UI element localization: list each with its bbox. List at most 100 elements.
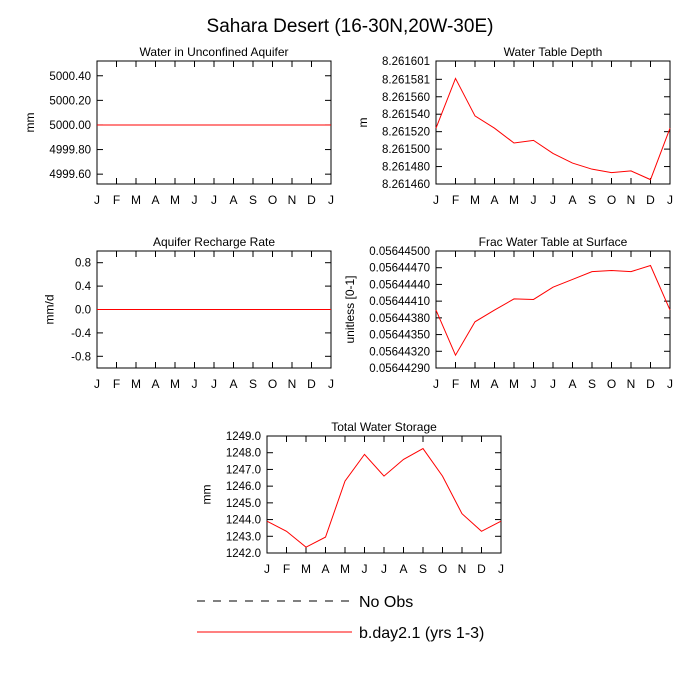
x-tick-label: M bbox=[131, 193, 141, 207]
x-tick-label: J bbox=[264, 562, 270, 576]
x-tick-label: D bbox=[646, 193, 655, 207]
x-tick-label: O bbox=[607, 377, 616, 391]
x-tick-label: J bbox=[192, 193, 198, 207]
y-tick-label: 0.05644470 bbox=[369, 263, 430, 275]
x-tick-label: A bbox=[151, 377, 159, 391]
y-tick-label: 1246.0 bbox=[226, 481, 261, 493]
y-tick-label: 8.261601 bbox=[382, 56, 430, 68]
y-tick-label: 8.261520 bbox=[382, 127, 430, 139]
x-tick-label: J bbox=[94, 377, 100, 391]
x-tick-label: M bbox=[470, 377, 480, 391]
x-tick-label: J bbox=[531, 193, 537, 207]
x-tick-label: F bbox=[452, 193, 459, 207]
x-tick-label: J bbox=[192, 377, 198, 391]
x-tick-label: A bbox=[568, 377, 576, 391]
figure-title: Sahara Desert (16-30N,20W-30E) bbox=[207, 16, 494, 37]
legend-model-label: b.day2.1 (yrs 1-3) bbox=[359, 625, 484, 642]
panel-title: Water in Unconfined Aquifer bbox=[140, 45, 289, 59]
x-tick-label: M bbox=[131, 377, 141, 391]
x-tick-label: A bbox=[229, 377, 237, 391]
legend-no-obs-label: No Obs bbox=[359, 594, 413, 611]
x-tick-label: O bbox=[268, 377, 277, 391]
y-tick-label: 0.05644410 bbox=[369, 296, 430, 308]
plot-frame bbox=[435, 250, 671, 369]
series-line bbox=[435, 264, 671, 357]
y-tick-label: 1247.0 bbox=[226, 464, 261, 476]
y-tick-label: -0.8 bbox=[71, 351, 91, 363]
y-tick-label: 1248.0 bbox=[226, 448, 261, 460]
plot-frame bbox=[266, 435, 502, 554]
x-tick-label: A bbox=[399, 562, 407, 576]
x-tick-label: F bbox=[113, 193, 120, 207]
x-tick-label: N bbox=[288, 377, 297, 391]
y-tick-label: 1249.0 bbox=[226, 431, 261, 443]
y-axis-label: mm bbox=[200, 485, 214, 505]
y-tick-label: 8.261480 bbox=[382, 162, 430, 174]
y-tick-label: 8.261460 bbox=[382, 179, 430, 191]
x-tick-label: F bbox=[113, 377, 120, 391]
x-tick-label: F bbox=[283, 562, 290, 576]
y-tick-label: 4999.80 bbox=[49, 145, 91, 157]
y-tick-label: 0.05644290 bbox=[369, 363, 430, 375]
y-tick-label: 0.05644500 bbox=[369, 246, 430, 258]
x-tick-label: J bbox=[211, 377, 217, 391]
x-tick-label: A bbox=[321, 562, 329, 576]
x-tick-label: M bbox=[340, 562, 350, 576]
x-tick-label: F bbox=[452, 377, 459, 391]
x-tick-label: J bbox=[550, 377, 556, 391]
series-line bbox=[435, 77, 671, 181]
y-tick-label: 8.261560 bbox=[382, 92, 430, 104]
y-tick-label: 5000.00 bbox=[49, 120, 91, 132]
x-tick-label: M bbox=[170, 377, 180, 391]
panel-title: Aquifer Recharge Rate bbox=[153, 235, 275, 249]
y-tick-label: 8.261581 bbox=[382, 74, 430, 86]
x-tick-label: J bbox=[550, 193, 556, 207]
x-tick-label: A bbox=[490, 193, 498, 207]
x-tick-label: D bbox=[307, 193, 316, 207]
x-tick-label: O bbox=[438, 562, 447, 576]
x-tick-label: N bbox=[288, 193, 297, 207]
y-tick-label: 0.4 bbox=[75, 281, 92, 293]
y-tick-label: 0.8 bbox=[75, 258, 91, 270]
plot-frame bbox=[96, 60, 332, 185]
x-tick-label: J bbox=[362, 562, 368, 576]
y-tick-label: 5000.20 bbox=[49, 95, 91, 107]
x-tick-label: M bbox=[170, 193, 180, 207]
x-tick-label: D bbox=[646, 377, 655, 391]
x-tick-label: M bbox=[470, 193, 480, 207]
y-tick-label: 5000.40 bbox=[49, 71, 91, 83]
x-tick-label: J bbox=[531, 377, 537, 391]
panel-title: Total Water Storage bbox=[331, 420, 437, 434]
x-tick-label: D bbox=[477, 562, 486, 576]
x-tick-label: N bbox=[627, 377, 636, 391]
x-tick-label: N bbox=[627, 193, 636, 207]
y-tick-label: 0.05644320 bbox=[369, 346, 430, 358]
series-line bbox=[266, 447, 502, 548]
x-tick-label: N bbox=[458, 562, 467, 576]
x-tick-label: S bbox=[419, 562, 427, 576]
x-tick-label: J bbox=[667, 193, 673, 207]
x-tick-label: J bbox=[381, 562, 387, 576]
y-tick-label: 0.05644350 bbox=[369, 330, 430, 342]
y-tick-label: 1243.0 bbox=[226, 531, 261, 543]
x-tick-label: O bbox=[268, 193, 277, 207]
x-tick-label: J bbox=[328, 377, 334, 391]
x-tick-label: J bbox=[211, 193, 217, 207]
y-tick-label: 8.261500 bbox=[382, 144, 430, 156]
x-tick-label: J bbox=[433, 377, 439, 391]
legend: No Obs b.day2.1 (yrs 1-3) bbox=[197, 594, 484, 642]
x-tick-label: M bbox=[509, 193, 519, 207]
y-axis-label: m bbox=[356, 118, 370, 128]
y-axis-label: unitless [0-1] bbox=[343, 275, 357, 343]
y-tick-label: 0.05644380 bbox=[369, 313, 430, 325]
y-tick-label: 0.05644440 bbox=[369, 279, 430, 291]
y-tick-label: 0.0 bbox=[75, 305, 91, 317]
x-tick-label: S bbox=[249, 193, 257, 207]
x-tick-label: J bbox=[328, 193, 334, 207]
y-tick-label: 1242.0 bbox=[226, 548, 261, 560]
